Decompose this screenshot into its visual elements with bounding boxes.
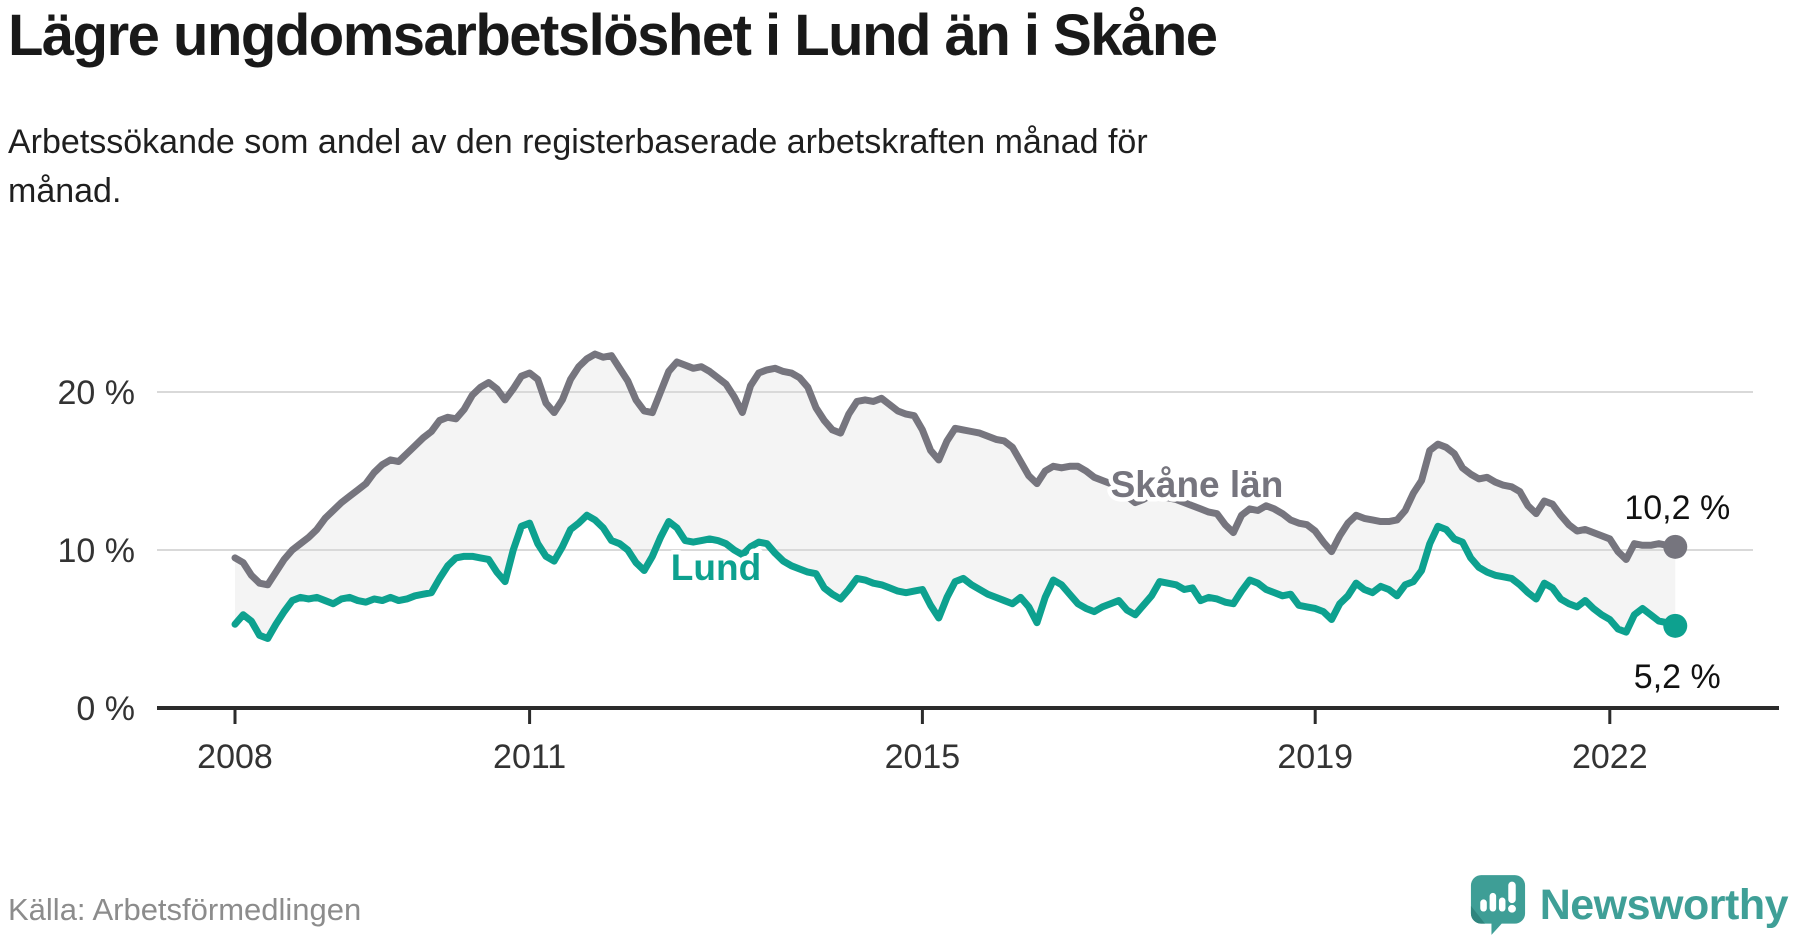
x-axis-tick-label: 2019 <box>1277 738 1353 776</box>
newsworthy-logo: Newsworthy <box>1470 874 1789 936</box>
x-axis-tick-label: 2015 <box>885 738 961 776</box>
x-axis-tick-label: 2011 <box>493 738 566 776</box>
x-axis-tick-label: 2008 <box>197 738 273 776</box>
series-label-lund: Lund <box>671 547 761 588</box>
series-line-lund <box>231 511 1679 642</box>
newsworthy-logo-icon <box>1470 875 1525 935</box>
series-label-skane: Skåne län <box>1111 464 1284 505</box>
newsworthy-logo-text: Newsworthy <box>1539 880 1789 929</box>
y-axis-tick-label: 20 % <box>58 374 136 412</box>
end-value-label-skane: 10,2 % <box>1624 489 1730 527</box>
page-subtitle: Arbetssökande som andel av den registerb… <box>8 123 1148 211</box>
page-title: Lägre ungdomsarbetslöshet i Lund än i Sk… <box>8 3 1218 68</box>
area-between-series <box>235 354 1676 639</box>
source-note: Källa: Arbetsförmedlingen <box>8 892 362 927</box>
y-axis-tick-label: 0 % <box>76 690 135 728</box>
series-end-dot-skane <box>1663 534 1688 559</box>
series-line-skane <box>231 350 1679 589</box>
y-axis-tick-label: 10 % <box>58 532 136 570</box>
end-value-label-lund: 5,2 % <box>1634 658 1721 696</box>
x-axis-tick-label: 2022 <box>1572 738 1648 776</box>
series-end-dot-lund <box>1663 613 1688 638</box>
